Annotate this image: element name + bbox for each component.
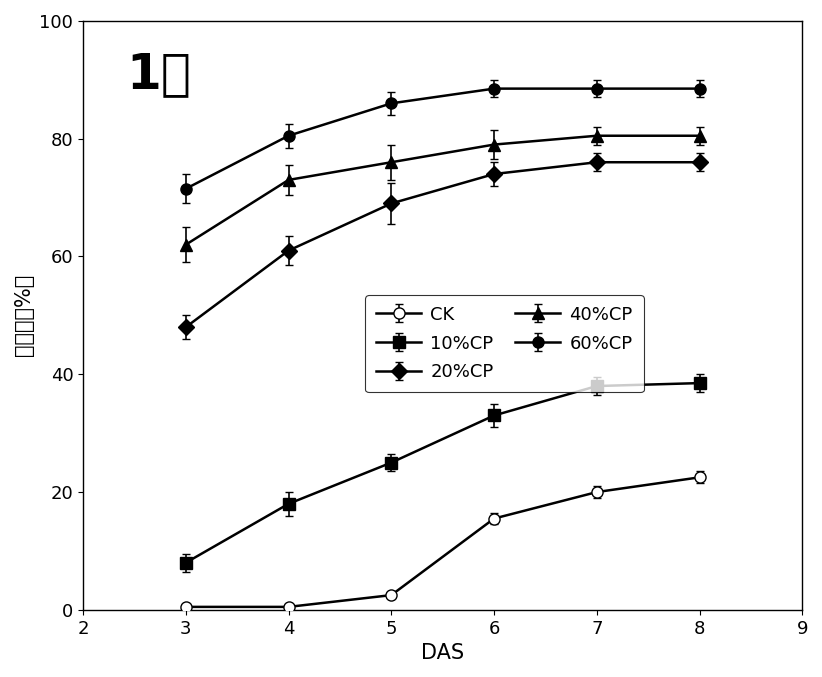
X-axis label: DAS: DAS (421, 643, 464, 663)
Text: 1倍: 1倍 (127, 50, 191, 98)
Y-axis label: 发芽率（%）: 发芽率（%） (14, 274, 34, 357)
Legend: CK, 10%CP, 20%CP, 40%CP, 60%CP: CK, 10%CP, 20%CP, 40%CP, 60%CP (366, 295, 644, 392)
